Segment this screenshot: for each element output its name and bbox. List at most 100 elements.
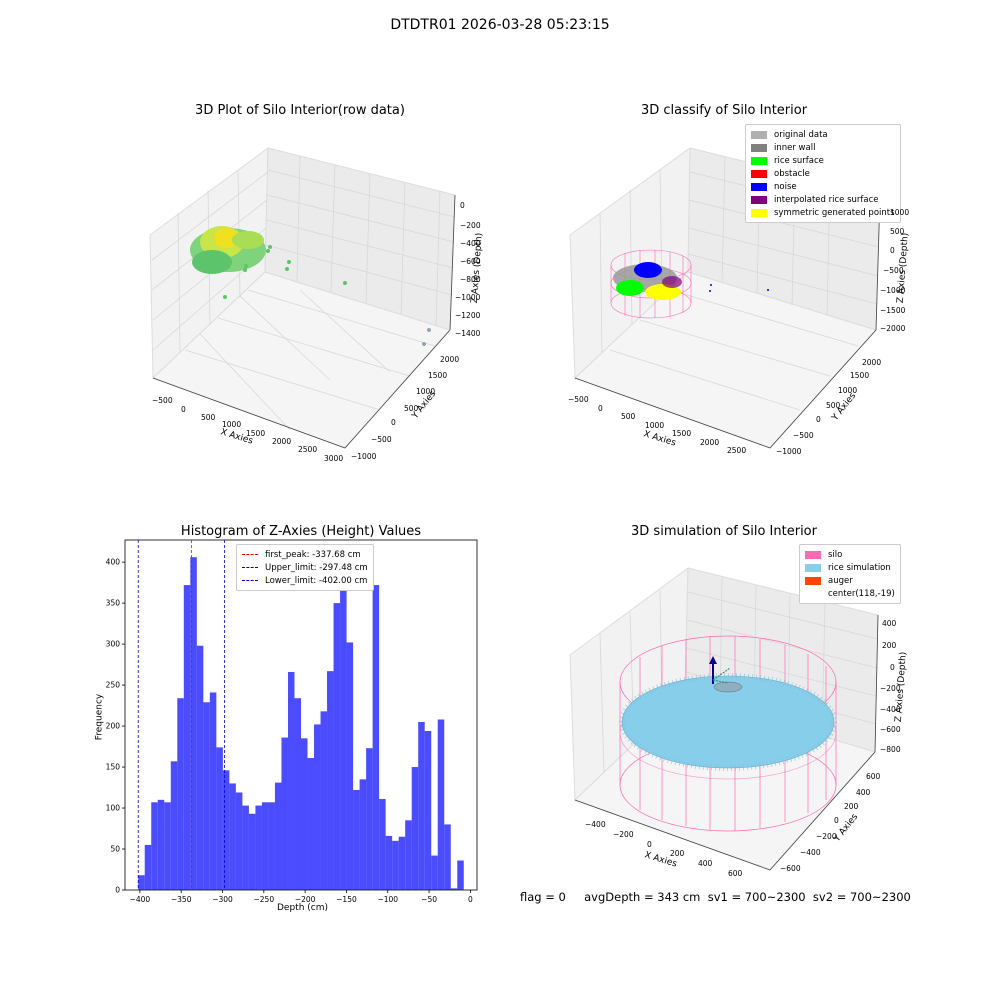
- histogram-ytick-label: 350: [106, 599, 121, 608]
- histogram-bar: [177, 698, 184, 890]
- cls-ztick-3: −500: [883, 266, 904, 275]
- histogram-xtick-label: −300: [212, 895, 233, 904]
- legend-label-obstacle: obstacle: [774, 168, 810, 179]
- raw-xtick-2: 500: [201, 413, 216, 422]
- histogram-bar: [255, 805, 262, 890]
- raw-ztick-1: −200: [460, 221, 481, 230]
- histogram-bar: [229, 783, 236, 890]
- sim-ytick-3: 0: [834, 816, 839, 825]
- raw-ztick-0: 0: [460, 201, 465, 210]
- sim-ytick-2: −200: [816, 832, 837, 841]
- histogram-bar: [301, 738, 308, 890]
- histogram-bar: [268, 802, 275, 890]
- histogram-bar: [379, 799, 386, 890]
- histogram-ytick-label: 250: [106, 681, 121, 690]
- histogram-bar: [450, 888, 458, 890]
- histogram-bar: [346, 642, 354, 890]
- sim-ztick-1: 200: [882, 641, 897, 650]
- cls-ztick-4: −1000: [880, 286, 906, 295]
- sim-ytick-4: 200: [844, 802, 859, 811]
- histogram-bar: [418, 721, 425, 890]
- cls-xtick-0: −500: [568, 395, 589, 404]
- raw-xtick-3: 1000: [222, 420, 242, 429]
- histogram-bar: [359, 779, 367, 890]
- histogram-ytick-label: 200: [106, 722, 121, 731]
- legend-label-center: center(118,-19): [828, 588, 895, 599]
- cls-ytick-2: 0: [816, 415, 821, 424]
- histogram-bar: [144, 844, 152, 890]
- cls-ztick-6: −2000: [880, 324, 906, 333]
- histogram-ytick-label: 0: [115, 886, 120, 895]
- histogram-bar: [320, 711, 328, 890]
- histogram-bar: [222, 770, 230, 890]
- legend-label-original-data: original data: [774, 129, 828, 140]
- histogram-bar: [385, 835, 393, 890]
- classify-plot-title: 3D classify of Silo Interior: [640, 103, 808, 118]
- histogram-bar: [366, 748, 373, 890]
- histogram-bar: [333, 603, 341, 890]
- histogram-bar: [372, 585, 380, 890]
- histogram-bar: [138, 875, 145, 890]
- histogram-xtick-label: −50: [421, 895, 437, 904]
- cls-ytick-5: 1500: [850, 371, 870, 380]
- sim-ztick-4: −400: [880, 705, 901, 714]
- legend-swatch-original-data: [751, 130, 767, 139]
- histogram-bar: [457, 860, 464, 890]
- raw-plot-title: 3D Plot of Silo Interior(row data): [195, 103, 405, 118]
- cls-xtick-1: 0: [598, 404, 603, 413]
- raw-ytick-5: 1500: [428, 371, 448, 380]
- histogram-xtick-label: −250: [254, 895, 275, 904]
- cls-xtick-6: 2500: [727, 446, 747, 455]
- simulation-auger: [712, 667, 731, 681]
- histogram-bar: [327, 671, 334, 890]
- status-footer: flag = 0 avgDepth = 343 cm sv1 = 700~230…: [520, 890, 911, 904]
- legend-swatch-interpolated: [751, 195, 767, 204]
- cls-xtick-3: 1000: [645, 421, 665, 430]
- histogram-bar: [164, 802, 171, 890]
- legend-label-first-peak: first_peak: -337.68 cm: [265, 549, 361, 560]
- raw-ztick-4: −800: [460, 275, 481, 284]
- sim-ytick-5: 400: [856, 788, 871, 797]
- raw-xtick-1: 0: [181, 405, 186, 414]
- legend-swatch-rice-surface: [751, 156, 767, 165]
- histogram-bar: [235, 792, 243, 890]
- figure-suptitle: DTDTR01 2026-03-28 05:23:15: [390, 17, 610, 33]
- raw-ytick-1: −500: [371, 435, 392, 444]
- histogram-bar: [424, 730, 432, 890]
- sim-ztick-0: 400: [882, 619, 897, 628]
- legend-swatch-auger: [805, 576, 821, 585]
- histogram-bar: [294, 698, 301, 890]
- classify-legend: original data inner wall rice surface ob…: [745, 124, 901, 223]
- histogram-bar: [392, 840, 399, 890]
- histogram-ytick-label: 100: [106, 804, 121, 813]
- histogram-bar: [209, 692, 217, 890]
- histogram-title: Histogram of Z-Axies (Height) Values: [180, 524, 422, 539]
- raw-ytick-4: 1000: [416, 387, 436, 396]
- legend-swatch-center: [805, 590, 821, 598]
- sim-ytick-6: 600: [866, 772, 881, 781]
- legend-swatch-inner-wall: [751, 143, 767, 152]
- legend-label-lower-limit: Lower_limit: -402.00 cm: [265, 575, 368, 586]
- raw-ytick-0: −1000: [351, 452, 377, 461]
- histogram-legend: first_peak: -337.68 cm Upper_limit: -297…: [236, 544, 374, 591]
- legend-label-interpolated: interpolated rice surface: [774, 194, 879, 205]
- histogram-bar: [353, 790, 360, 890]
- legend-swatch-noise: [751, 182, 767, 191]
- histogram-bar: [261, 802, 269, 890]
- histogram-bar: [287, 671, 295, 890]
- histogram-bar: [183, 585, 191, 890]
- histogram-bar: [242, 805, 249, 890]
- raw-ytick-6: 2000: [440, 355, 460, 364]
- histogram-xtick-label: −100: [377, 895, 398, 904]
- sim-ytick-0: −600: [780, 864, 801, 873]
- sim-xtick-3: 200: [670, 849, 685, 858]
- raw-ytick-2: 0: [391, 418, 396, 427]
- simulation-plot-title: 3D simulation of Silo Interior: [631, 524, 817, 539]
- raw-ztick-2: −400: [460, 239, 481, 248]
- legend-label-noise: noise: [774, 181, 797, 192]
- sim-ztick-3: −200: [880, 684, 901, 693]
- histogram-ytick-label: 400: [106, 558, 121, 567]
- histogram-ytick-label: 150: [106, 763, 121, 772]
